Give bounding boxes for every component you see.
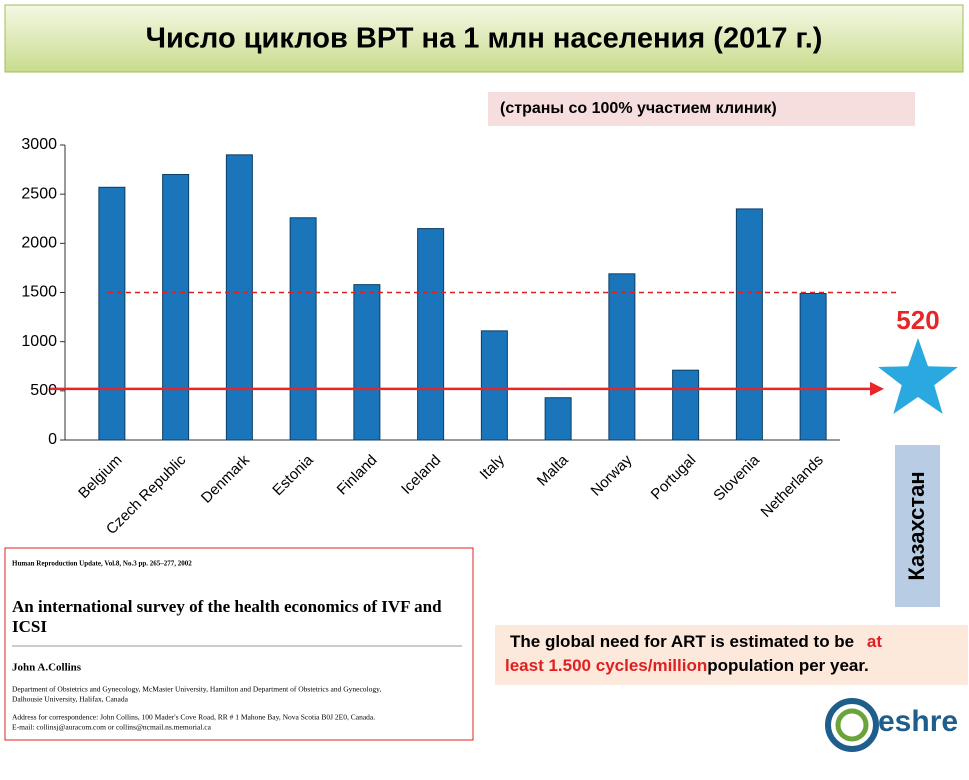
slide-title: Число циклов ВРТ на 1 млн населения (201… [146, 23, 823, 55]
subtitle-box [488, 92, 915, 126]
paper-journal: Human Reproduction Update, Vol.8, No.3 p… [12, 560, 192, 568]
x-tick-label: Estonia [269, 451, 317, 499]
x-tick-label: Italy [477, 451, 509, 483]
bar [480, 330, 508, 441]
y-tick-label: 2500 [21, 185, 57, 202]
x-tick-label: Finland [334, 452, 381, 499]
bar [608, 273, 636, 441]
bar [417, 228, 445, 441]
y-tick-label: 2000 [21, 235, 57, 252]
note-box [495, 625, 968, 685]
highlight-label-box [895, 445, 940, 607]
paper-address: Address for correspondence: John Collins… [12, 713, 375, 722]
bar [799, 292, 827, 441]
subtitle: (страны со 100% участием клиник) [500, 100, 777, 117]
y-tick-label: 0 [48, 431, 57, 448]
y-tick-label: 3000 [21, 136, 57, 153]
bar [735, 208, 763, 441]
highlight-value: 520 [896, 305, 939, 335]
x-tick-label: Portugal [648, 452, 700, 504]
highlight-name: Казахстан [904, 471, 929, 580]
y-tick-label: 1000 [21, 333, 57, 350]
highlight-star [878, 338, 958, 414]
bar [162, 174, 190, 441]
paper-box [4, 547, 474, 741]
note-highlight: least 1.500 cycles/million [505, 656, 707, 675]
paper-affiliation: Department of Obstetrics and Gynecology,… [12, 685, 381, 694]
x-tick-label: Denmark [198, 451, 253, 506]
x-tick-label: Netherlands [758, 452, 827, 521]
paper-author: John A.Collins [12, 662, 82, 674]
bar [672, 369, 700, 441]
bar [353, 284, 381, 441]
bar [289, 217, 317, 441]
x-tick-label: Iceland [398, 452, 444, 498]
x-tick-label: Belgium [75, 452, 125, 502]
y-tick-label: 500 [30, 382, 57, 399]
bar [544, 397, 572, 441]
note-text: population per year. [707, 656, 869, 675]
title-banner [4, 4, 964, 73]
x-tick-label: Malta [534, 451, 572, 489]
paper-affiliation: Dalhousie University, Halifax, Canada [12, 695, 129, 704]
logo-text: eshre [878, 705, 958, 738]
note-highlight: at [867, 632, 882, 651]
paper-title: ICSI [12, 617, 47, 636]
note: least 1.500 cycles/millionpopulation per… [505, 656, 869, 675]
note: The global need for ART is estimated to … [510, 632, 882, 651]
note-text: The global need for ART is estimated to … [510, 632, 859, 651]
y-tick-label: 1500 [21, 284, 57, 301]
paper-title: An international survey of the health ec… [12, 597, 442, 616]
logo: eshre [825, 698, 958, 752]
arrowhead [870, 381, 884, 396]
paper-address: E-mail: collinsj@auracom.com or collins@… [12, 723, 212, 732]
bar [225, 154, 253, 441]
x-tick-label: Norway [588, 451, 636, 499]
bar [98, 186, 126, 441]
x-tick-label: Slovenia [710, 451, 763, 504]
